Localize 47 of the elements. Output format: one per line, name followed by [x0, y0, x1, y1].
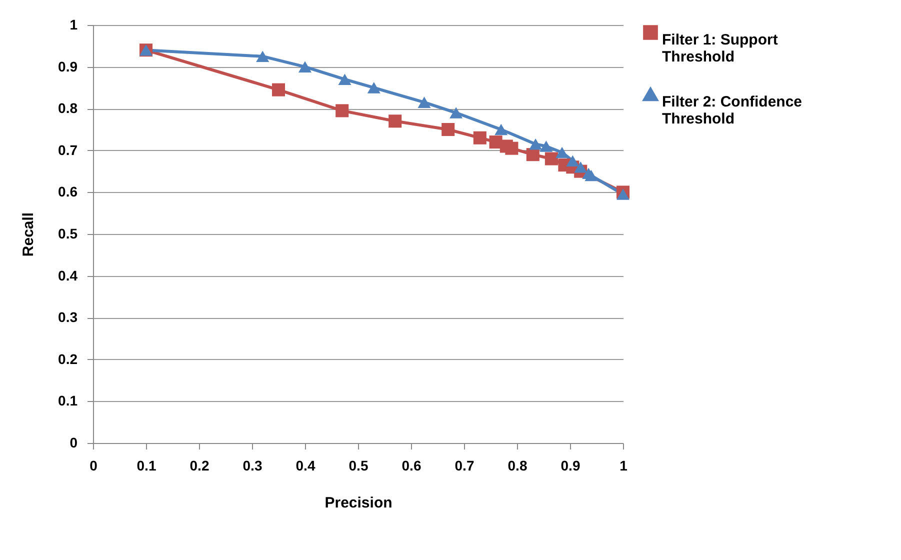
y-tick-label: 0.9: [58, 58, 78, 74]
y-tick-label: 0.5: [58, 226, 78, 242]
point: [272, 83, 286, 96]
x-tick-label: 1: [620, 458, 628, 474]
x-tick-label: 0.9: [560, 458, 580, 474]
point: [336, 104, 349, 118]
y-axis-title: Recall: [20, 212, 38, 257]
point: [544, 152, 558, 166]
y-tick-label: 0.3: [58, 309, 78, 326]
point: [574, 161, 588, 173]
point: [566, 155, 580, 166]
x-tick-label: 0.8: [508, 458, 528, 474]
y-tick-label: 1: [70, 16, 78, 32]
x-tick-label: 0.6: [402, 458, 422, 474]
y-tick-label: 0.8: [58, 100, 78, 116]
legend-label: Filter 1: Support Threshold: [662, 32, 778, 66]
y-tick-label: 0.1: [58, 392, 78, 409]
legend-label: Filter 2: Confidence Threshold: [662, 94, 802, 128]
point: [256, 50, 270, 62]
y-tick-label: 0.2: [58, 350, 78, 367]
y-tick-label: 0.7: [58, 142, 78, 158]
point: [529, 138, 542, 150]
point: [367, 82, 380, 94]
point: [556, 146, 569, 158]
point: [338, 74, 352, 85]
x-tick-label: 0.3: [242, 458, 262, 474]
point: [540, 140, 553, 152]
point: [473, 131, 486, 144]
x-axis-title: Precision: [324, 494, 392, 512]
x-tick-label: 0.2: [190, 458, 210, 474]
x-tick-label: 0.4: [296, 458, 316, 474]
y-tick-label: 0.6: [58, 184, 78, 200]
point: [388, 114, 402, 128]
y-tick-label: 0: [70, 434, 78, 450]
point: [616, 188, 630, 200]
x-tick-label: 0.1: [136, 458, 156, 474]
point: [494, 124, 508, 136]
point: [505, 142, 518, 155]
point: [442, 122, 455, 136]
x-tick-label: 0.5: [348, 458, 368, 474]
point: [418, 96, 431, 108]
x-tick-label: 0.7: [454, 458, 474, 474]
x-tick-label: 0: [90, 458, 98, 474]
point: [450, 107, 463, 118]
y-tick-label: 0.4: [58, 267, 78, 284]
point: [584, 170, 598, 182]
point: [298, 61, 312, 72]
